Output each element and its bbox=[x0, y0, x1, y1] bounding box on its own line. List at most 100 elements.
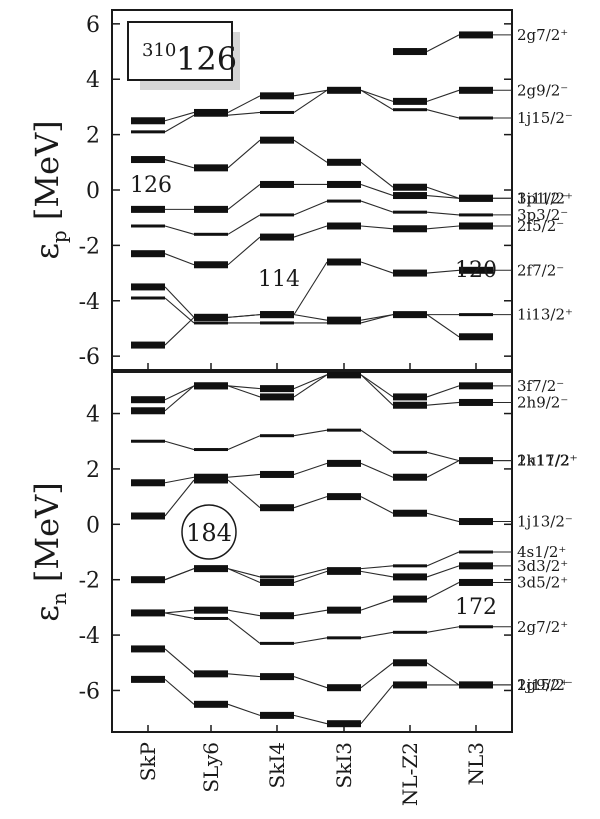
level-connector bbox=[426, 211, 460, 216]
level-label: 2f7/2⁻ bbox=[517, 261, 564, 279]
y-tick-label-proton: -4 bbox=[79, 290, 100, 315]
level-bar bbox=[131, 341, 165, 349]
level-bar bbox=[131, 611, 165, 615]
level-label: 1j15/2⁻ bbox=[517, 676, 573, 694]
level-bar bbox=[459, 578, 493, 586]
level-connector bbox=[227, 139, 261, 169]
level-bar bbox=[260, 641, 294, 645]
level-connector bbox=[426, 662, 460, 686]
level-connector bbox=[164, 568, 195, 581]
level-connector bbox=[426, 109, 460, 119]
x-category-text: NL3 bbox=[464, 742, 488, 786]
level-connector bbox=[164, 385, 195, 401]
level-bar bbox=[459, 313, 493, 317]
level-bar bbox=[260, 578, 294, 586]
series-lines-neutron bbox=[164, 374, 512, 725]
level-bar bbox=[327, 180, 361, 188]
level-connector bbox=[227, 435, 261, 451]
level-connector bbox=[360, 374, 394, 398]
level-bar bbox=[459, 266, 493, 274]
level-connector bbox=[227, 214, 261, 235]
level-bar bbox=[393, 681, 427, 689]
level-connector bbox=[293, 637, 328, 644]
level-bar bbox=[194, 321, 228, 325]
level-connector bbox=[227, 111, 261, 116]
level-bar bbox=[459, 398, 493, 406]
level-connector bbox=[227, 618, 261, 644]
level-connector bbox=[360, 200, 394, 213]
level-bar bbox=[260, 311, 294, 319]
level-connector bbox=[360, 89, 394, 111]
level-bar bbox=[260, 673, 294, 681]
y-tick-label-proton: 2 bbox=[86, 124, 100, 149]
gap-label-circled: 184 bbox=[186, 519, 232, 547]
level-connector bbox=[164, 612, 195, 620]
level-bar bbox=[393, 573, 427, 581]
level-bar bbox=[194, 448, 228, 452]
level-connector bbox=[293, 89, 328, 113]
level-connector bbox=[426, 460, 460, 478]
level-bar bbox=[194, 700, 228, 708]
level-label: 1k17/2⁺ bbox=[517, 452, 577, 470]
level-connector bbox=[227, 473, 261, 478]
y-axis-label-text: εn [MeV] bbox=[28, 482, 71, 621]
x-category-label: NL-Z2 bbox=[398, 742, 422, 806]
level-bar bbox=[194, 616, 228, 620]
level-bar bbox=[260, 434, 294, 438]
level-bar bbox=[194, 261, 228, 269]
level-connector bbox=[293, 676, 328, 689]
level-label: 2f5/2⁻ bbox=[517, 217, 564, 235]
level-label: 3f7/2⁻ bbox=[517, 377, 564, 395]
level-connector bbox=[293, 139, 328, 163]
x-category-text: SkI4 bbox=[265, 742, 289, 788]
level-bar bbox=[194, 205, 228, 213]
x-category-label: SkI4 bbox=[265, 742, 289, 788]
level-bar bbox=[194, 232, 228, 236]
level-bar bbox=[327, 720, 361, 728]
level-connector bbox=[293, 429, 328, 437]
level-bar bbox=[194, 565, 228, 573]
level-connector bbox=[360, 429, 394, 453]
gap-label: 120 bbox=[455, 258, 497, 283]
level-connector bbox=[293, 374, 328, 390]
level-connector bbox=[164, 225, 195, 235]
level-bar bbox=[393, 595, 427, 603]
level-bar bbox=[260, 385, 294, 393]
level-connector bbox=[293, 570, 328, 583]
level-connector bbox=[360, 631, 394, 639]
gap-label: 114 bbox=[258, 267, 300, 292]
level-bar bbox=[393, 659, 427, 667]
level-bar bbox=[260, 711, 294, 719]
level-bars-layer bbox=[131, 31, 493, 728]
level-connector bbox=[293, 462, 328, 475]
level-connector bbox=[293, 568, 328, 578]
x-category-text: NL-Z2 bbox=[398, 742, 422, 806]
level-label: 2h9/2⁻ bbox=[517, 393, 568, 411]
level-label: 3d3/2⁺ bbox=[517, 557, 568, 575]
level-bar bbox=[393, 630, 427, 634]
level-label: 2g9/2⁺ bbox=[517, 676, 568, 694]
level-connector bbox=[426, 314, 460, 338]
level-label: 4s1/2⁺ bbox=[517, 543, 566, 561]
level-bar bbox=[327, 606, 361, 614]
level-connector bbox=[426, 626, 460, 633]
level-bar bbox=[260, 136, 294, 144]
level-connector bbox=[227, 703, 261, 716]
level-bar bbox=[131, 250, 165, 258]
level-connector bbox=[426, 34, 460, 53]
level-bar bbox=[393, 564, 427, 568]
level-bar bbox=[459, 681, 493, 689]
y-axis-label-proton: εp [MeV] bbox=[28, 120, 71, 259]
level-bar bbox=[393, 225, 427, 233]
level-connector bbox=[227, 568, 261, 583]
level-bar bbox=[194, 476, 228, 484]
level-connector bbox=[227, 609, 261, 617]
level-bar bbox=[459, 86, 493, 94]
level-bar bbox=[459, 31, 493, 39]
level-connector bbox=[360, 684, 394, 725]
level-bar bbox=[393, 192, 427, 200]
level-connector bbox=[164, 678, 195, 705]
level-bar bbox=[459, 116, 493, 120]
level-label: 2h11/2⁻ bbox=[517, 452, 578, 470]
